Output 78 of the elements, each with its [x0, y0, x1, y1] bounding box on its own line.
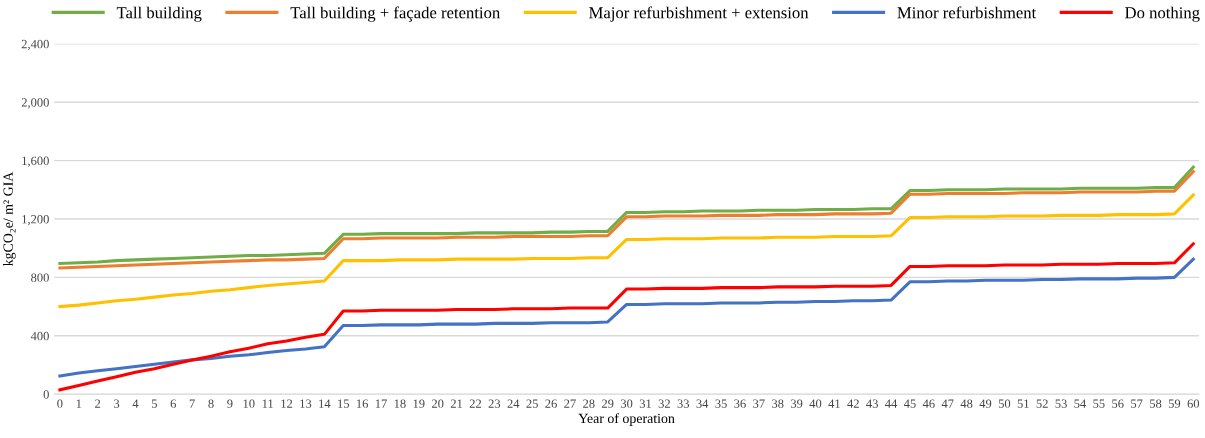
legend-label: Tall building + façade retention — [290, 6, 500, 22]
x-tick-label: 31 — [639, 399, 651, 408]
x-tick-label: 6 — [170, 399, 176, 408]
legend-label: Do nothing — [1125, 6, 1200, 22]
x-tick-label: 1 — [76, 399, 82, 408]
x-axis-title: Year of operation — [578, 413, 675, 426]
y-tick-label: 1,200 — [22, 215, 49, 226]
legend-label: Tall building — [116, 6, 202, 22]
x-tick-label: 37 — [753, 399, 765, 408]
y-tick-label: 400 — [30, 331, 49, 341]
y-tick-label: 0 — [43, 390, 49, 399]
x-tick-label: 12 — [281, 399, 293, 408]
x-tick-label: 16 — [356, 399, 369, 408]
x-tick-label: 52 — [1036, 399, 1048, 408]
x-tick-label: 58 — [1150, 399, 1162, 408]
x-tick-label: 36 — [734, 399, 746, 408]
x-tick-label: 39 — [790, 399, 803, 408]
x-tick-label: 8 — [208, 399, 214, 408]
y-tick-label: 800 — [31, 273, 49, 282]
x-tick-label: 29 — [602, 399, 614, 408]
x-tick-label: 26 — [545, 399, 557, 408]
x-tick-label: 51 — [1017, 399, 1029, 408]
x-tick-label: 57 — [1131, 399, 1143, 408]
x-tick-label: 32 — [658, 399, 670, 408]
x-tick-label: 33 — [677, 399, 690, 408]
x-tick-label: 40 — [809, 399, 822, 408]
x-tick-label: 27 — [564, 399, 576, 408]
x-tick-label: 41 — [828, 399, 840, 408]
x-tick-label: 47 — [941, 399, 954, 408]
x-tick-label: 3 — [114, 399, 120, 408]
x-tick-label: 49 — [979, 399, 992, 408]
y-tick-label: 2,000 — [21, 98, 49, 109]
legend-label: Major refurbishment + extension — [589, 6, 809, 22]
x-tick-label: 7 — [189, 399, 195, 408]
x-tick-label: 9 — [227, 399, 233, 408]
x-tick-label: 35 — [715, 399, 727, 408]
x-tick-label: 22 — [469, 399, 482, 408]
y-axis-title: kgCO₂e/ m² GIA — [3, 171, 16, 267]
x-tick-label: 17 — [375, 399, 387, 408]
x-tick-label: 50 — [998, 399, 1011, 408]
x-tick-label: 59 — [1168, 399, 1181, 408]
x-tick-label: 56 — [1112, 399, 1124, 408]
x-tick-label: 44 — [885, 399, 898, 408]
x-tick-label: 43 — [866, 399, 878, 408]
x-tick-label: 53 — [1055, 399, 1067, 408]
x-tick-label: 55 — [1093, 399, 1105, 408]
x-tick-label: 21 — [450, 399, 463, 408]
y-tick-label: 1,600 — [22, 156, 49, 167]
x-tick-label: 2 — [95, 399, 101, 408]
x-tick-label: 30 — [620, 399, 633, 408]
x-tick-label: 28 — [583, 399, 595, 408]
x-tick-label: 0 — [57, 399, 63, 408]
line-series — [58, 242, 1195, 392]
line-series — [58, 257, 1195, 378]
x-tick-label: 48 — [960, 399, 973, 408]
line-series — [58, 193, 1195, 309]
x-tick-label: 19 — [413, 399, 425, 408]
x-tick-label: 15 — [338, 399, 350, 408]
x-tick-label: 10 — [243, 399, 255, 408]
x-tick-label: 46 — [922, 399, 935, 408]
x-tick-label: 24 — [507, 399, 520, 408]
x-tick-label: 45 — [903, 399, 916, 408]
x-tick-label: 11 — [262, 399, 273, 408]
x-tick-label: 13 — [300, 399, 312, 408]
x-tick-label: 60 — [1187, 399, 1200, 408]
x-tick-label: 20 — [432, 399, 444, 408]
x-tick-label: 25 — [526, 399, 538, 408]
x-tick-label: 4 — [132, 399, 139, 408]
y-tick-label: 2,400 — [21, 39, 49, 51]
x-tick-label: 42 — [847, 399, 859, 408]
x-tick-label: 5 — [151, 399, 157, 408]
legend-label: Minor refurbishment — [897, 6, 1037, 19]
x-tick-label: 54 — [1074, 399, 1087, 408]
x-tick-label: 18 — [394, 399, 406, 408]
x-tick-label: 34 — [696, 399, 709, 408]
x-tick-label: 38 — [772, 399, 784, 408]
x-tick-label: 14 — [319, 399, 331, 408]
x-tick-label: 23 — [488, 399, 501, 408]
